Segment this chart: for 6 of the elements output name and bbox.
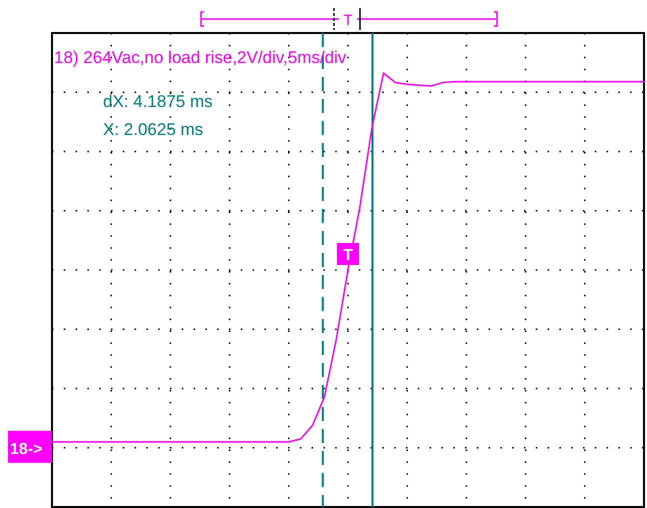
text: T [343, 12, 353, 29]
annotation: T [343, 247, 354, 264]
annotation: X: 2.0625 ms [103, 120, 204, 139]
text: 18-> [10, 440, 42, 458]
chart-title: 18) 264Vac,no load rise,2V/div,5ms/div [54, 48, 347, 67]
annotation: dX: 4.1875 ms [103, 92, 213, 111]
